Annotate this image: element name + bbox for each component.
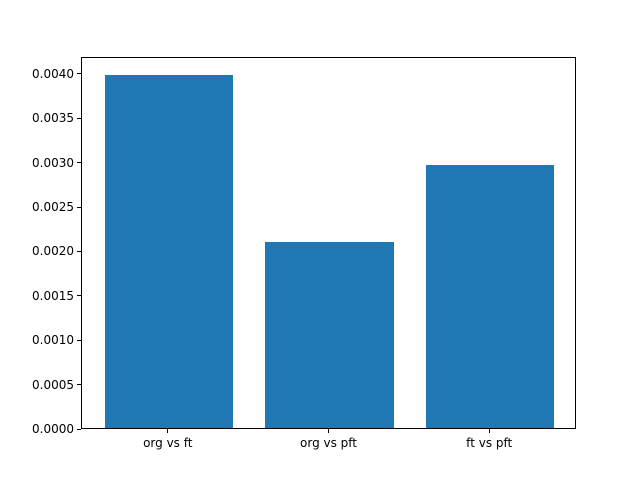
y-tick-mark <box>77 73 81 75</box>
y-tick-label: 0.0010 <box>32 333 74 348</box>
y-tick-mark <box>77 339 81 341</box>
x-tick-label: ft vs pft <box>466 436 513 450</box>
y-tick-mark <box>77 384 81 386</box>
plot-area <box>81 57 576 429</box>
y-tick-mark <box>77 162 81 164</box>
y-tick-mark <box>77 295 81 297</box>
y-tick-label: 0.0015 <box>32 288 74 303</box>
y-tick-label: 0.0035 <box>32 111 74 126</box>
y-tick-label: 0.0040 <box>32 66 74 81</box>
y-tick-label: 0.0025 <box>32 200 74 215</box>
x-tick-mark <box>488 429 490 433</box>
bar-org-vs-ft <box>104 74 234 428</box>
bar-ft-vs-pft <box>425 165 555 428</box>
y-tick-label: 0.0005 <box>32 377 74 392</box>
y-tick-mark <box>77 250 81 252</box>
y-tick-mark <box>77 428 81 430</box>
x-tick-label: org vs pft <box>300 436 357 450</box>
x-tick-mark <box>328 429 329 433</box>
y-tick-mark <box>77 206 81 208</box>
y-tick-label: 0.0020 <box>32 244 74 259</box>
x-tick-mark <box>167 429 169 433</box>
y-tick-label: 0.0000 <box>32 422 74 436</box>
y-tick-mark <box>77 117 81 119</box>
bar-org-vs-pft <box>265 242 394 428</box>
x-tick-label: org vs ft <box>143 436 193 450</box>
y-tick-label: 0.0030 <box>32 155 74 170</box>
